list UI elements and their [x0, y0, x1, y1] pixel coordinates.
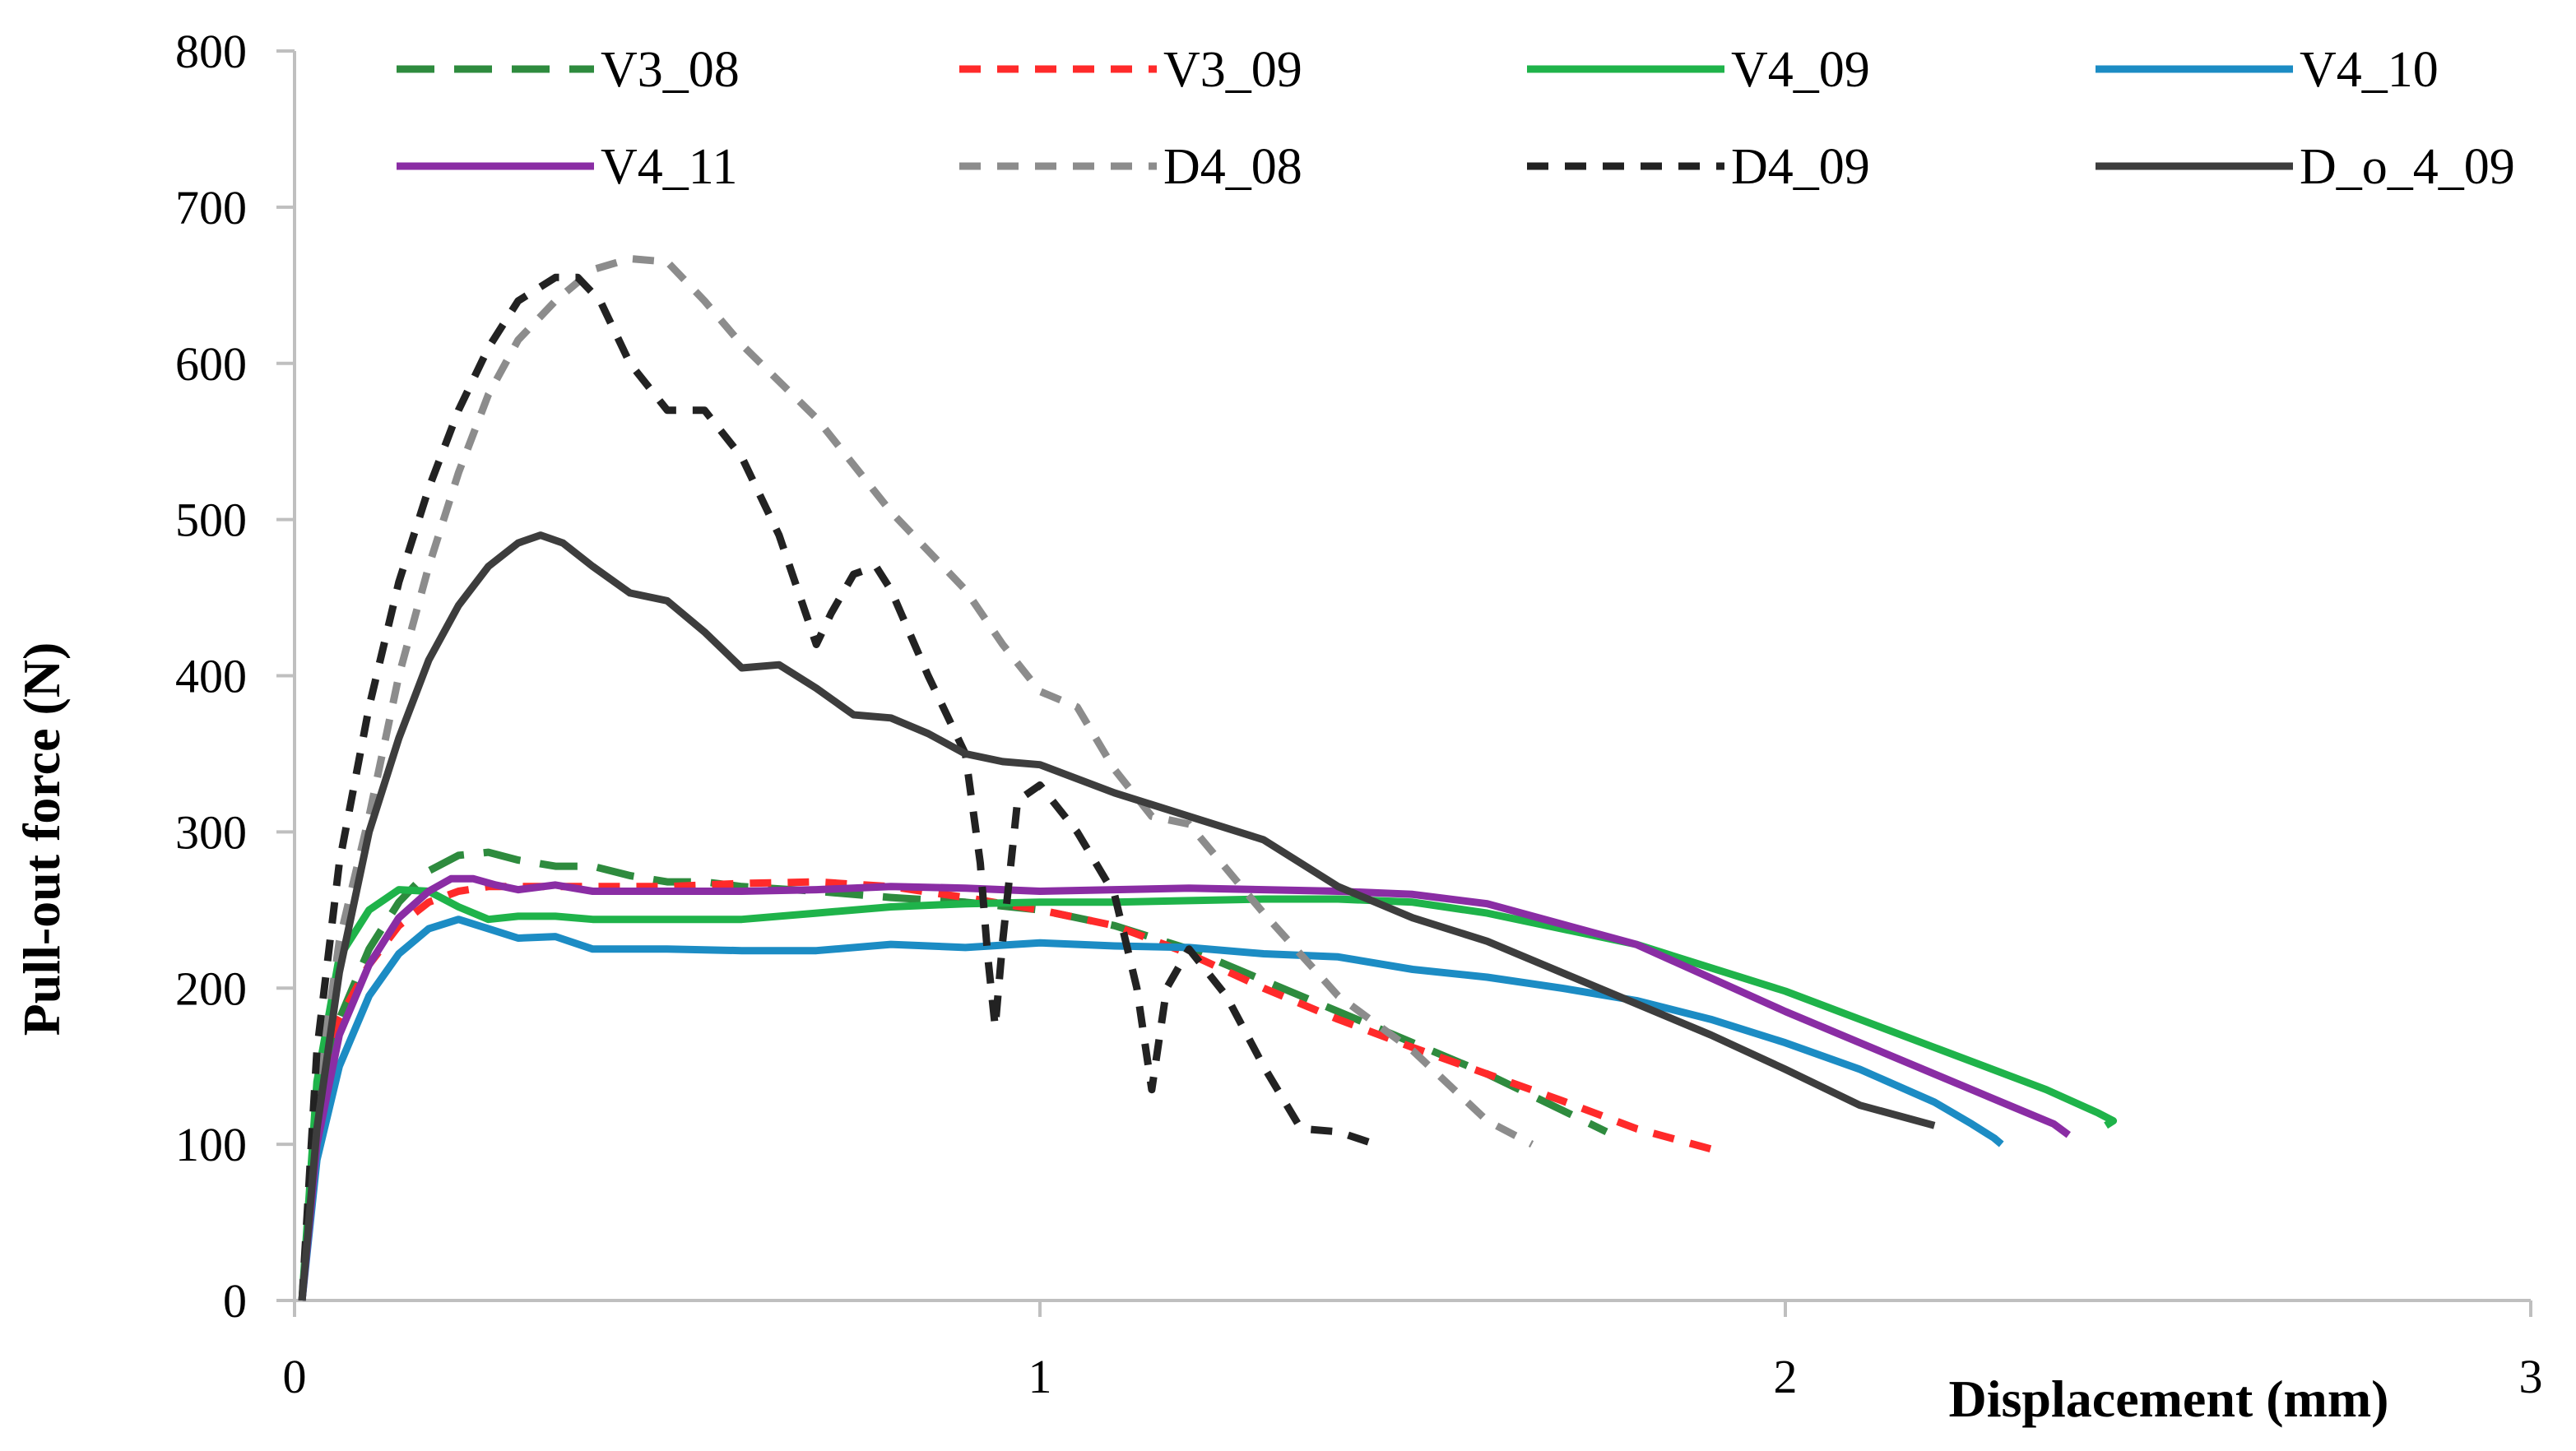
legend-label: D4_09	[1731, 139, 1870, 195]
series-line-d-o-4-09	[298, 531, 1936, 1301]
x-tick-label: 1	[1028, 1350, 1052, 1403]
y-axis-ticks: 0 100 200 300 400 500 600 700 800	[175, 25, 295, 1328]
y-tick-label: 300	[175, 805, 247, 859]
legend-item: V3_08	[397, 42, 740, 98]
legend-item: D_o_4_09	[2096, 139, 2515, 195]
legend-item: D4_09	[1527, 139, 1870, 195]
legend-item: V3_09	[959, 42, 1302, 98]
legend-label: V3_09	[1163, 42, 1302, 98]
series-line-v3-09	[298, 878, 1712, 1301]
legend-label: V4_10	[2300, 42, 2439, 98]
x-tick-label: 3	[2519, 1350, 2543, 1403]
legend-label: D4_08	[1163, 139, 1302, 195]
series-line-v4-11	[298, 874, 2071, 1301]
legend-label: D_o_4_09	[2300, 139, 2515, 195]
x-axis-ticks: 0 1 2 3	[283, 1300, 2543, 1403]
y-tick-label: 100	[175, 1118, 247, 1171]
legend-label: V4_09	[1731, 42, 1870, 98]
legend-label: V4_11	[601, 139, 737, 195]
x-tick-label: 2	[1774, 1350, 1798, 1403]
y-tick-label: 500	[175, 494, 247, 547]
legend-label: V3_08	[601, 42, 740, 98]
series-line-v4-10	[298, 916, 2004, 1301]
x-axis-title: Displacement (mm)	[1949, 1370, 2389, 1428]
y-tick-label: 800	[175, 25, 247, 78]
legend: V3_08 V3_09 V4_09 V4_10 V4_11 D4_08 D4_09 D_o_4…	[397, 42, 2515, 195]
y-axis-title: Pull-out force (N)	[12, 642, 71, 1036]
legend-item: D4_08	[959, 139, 1302, 195]
y-tick-label: 400	[175, 650, 247, 703]
y-tick-label: 200	[175, 962, 247, 1015]
series-layer	[298, 255, 2118, 1301]
legend-item: V4_11	[397, 139, 737, 195]
chart-axes: 0 100 200 300 400 500 600 700 800 0 1 2 3	[175, 25, 2543, 1403]
legend-item: V4_09	[1527, 42, 1870, 98]
y-tick-label: 700	[175, 181, 247, 234]
y-tick-label: 600	[175, 337, 247, 391]
legend-item: V4_10	[2096, 42, 2439, 98]
series-line-d4-08	[298, 255, 1534, 1301]
x-tick-label: 0	[283, 1350, 307, 1403]
y-tick-label: 0	[223, 1274, 247, 1328]
series-line-d4-09	[298, 273, 1377, 1301]
